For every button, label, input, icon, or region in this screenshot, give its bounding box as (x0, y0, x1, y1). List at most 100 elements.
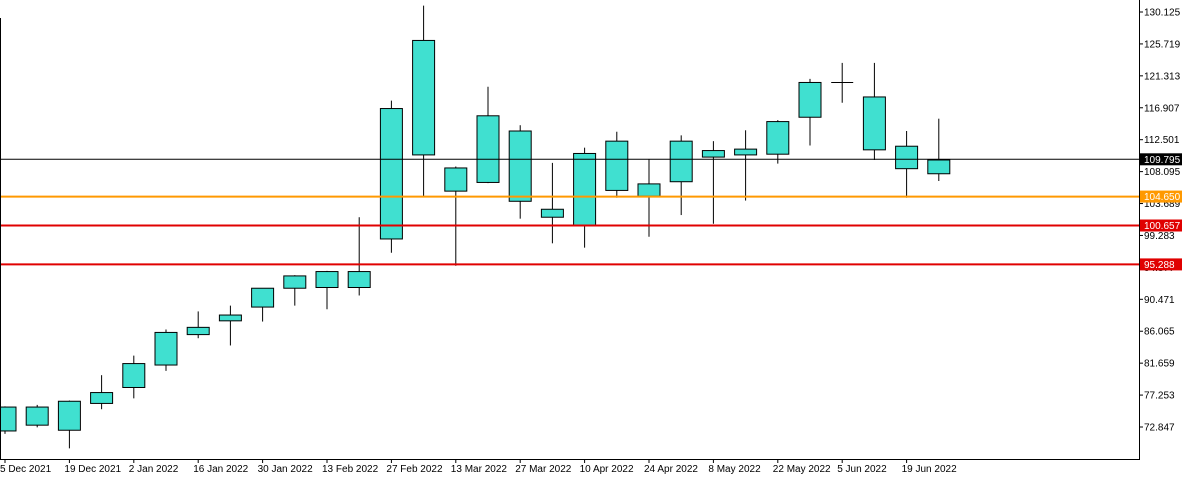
x-axis-ticks: 5 Dec 2021 19 Dec 2021 2 Jan 2022 16 Jan 20… (0, 459, 957, 475)
candle (315, 270, 339, 310)
candle (283, 275, 307, 306)
candle (218, 305, 242, 346)
axes-layer (0, 0, 1140, 460)
price-tag: 100.657 (1140, 219, 1182, 232)
candle-body (25, 406, 49, 426)
candle (895, 131, 919, 198)
price-tag-bg (1140, 190, 1182, 203)
candle-body (701, 150, 725, 158)
candle (444, 166, 468, 266)
price-tag-label: 100.657 (1144, 221, 1181, 232)
candle-body (154, 331, 178, 366)
x-tick-label: 13 Feb 2022 (322, 464, 379, 475)
candle-body (412, 39, 436, 156)
candle-body (927, 159, 951, 175)
candle-body (798, 81, 822, 118)
candle (57, 400, 81, 449)
y-tick-label: 108.095 (1144, 167, 1181, 178)
candle-body (57, 400, 81, 431)
candle-body (734, 148, 758, 156)
candle (508, 125, 532, 219)
price-tag-bg (1140, 219, 1182, 232)
candle (347, 217, 371, 296)
candle-body (347, 271, 371, 289)
price-tag: 104.650 (1140, 190, 1182, 203)
candle-body (669, 140, 693, 183)
candle (1, 406, 17, 434)
price-tag: 109.795 (1140, 153, 1182, 166)
y-tick-label: 72.847 (1144, 423, 1175, 434)
x-tick-label: 8 May 2022 (708, 464, 761, 475)
x-tick-label: 5 Dec 2021 (0, 464, 52, 475)
y-tick-label: 130.125 (1144, 8, 1181, 19)
candle (573, 147, 597, 248)
y-tick-label: 99.283 (1144, 231, 1175, 242)
x-tick-label: 16 Jan 2022 (193, 464, 248, 475)
candle-body (379, 108, 403, 240)
candle-body (1, 406, 17, 432)
candle (412, 5, 436, 197)
x-tick-label: 22 May 2022 (773, 464, 831, 475)
candle-body (315, 271, 339, 289)
candle-body (637, 183, 661, 197)
y-tick-label: 112.501 (1144, 135, 1180, 146)
candle-body (476, 115, 500, 183)
y-axis-ticks: 130.125 125.719 121.313 116.907 112.501 108.0… (1139, 8, 1181, 434)
x-tick-label: 30 Jan 2022 (258, 464, 313, 475)
x-tick-label: 19 Dec 2021 (64, 464, 121, 475)
price-tag-label: 95.288 (1144, 260, 1175, 271)
price-tag-label: 104.650 (1144, 192, 1181, 203)
price-tag-bg (1140, 258, 1182, 271)
x-tick-label: 24 Apr 2022 (644, 464, 698, 475)
y-tick-label: 77.253 (1144, 391, 1175, 402)
candle (186, 311, 210, 339)
candle-body (573, 152, 597, 226)
candle (927, 118, 951, 181)
candle-body (540, 208, 564, 218)
candle (701, 141, 725, 224)
x-tick-label: 13 Mar 2022 (451, 464, 508, 475)
candle (379, 100, 403, 253)
candle (862, 62, 886, 160)
candle-body (122, 363, 146, 388)
candle (637, 159, 661, 237)
candle (540, 162, 564, 244)
x-tick-label: 27 Mar 2022 (515, 464, 572, 475)
price-tag: 95.288 (1140, 258, 1182, 271)
candle-body (186, 326, 210, 336)
horizontal-lines-layer (1, 158, 1139, 266)
candle-body (444, 167, 468, 192)
y-tick-label: 81.659 (1144, 359, 1175, 370)
x-tick-label: 10 Apr 2022 (580, 464, 634, 475)
candle (154, 329, 178, 371)
y-tick-label: 86.065 (1144, 327, 1175, 338)
candle (605, 131, 629, 198)
y-tick-label: 90.471 (1144, 295, 1175, 306)
candle-body (766, 121, 790, 155)
candle (734, 130, 758, 201)
candle (251, 287, 275, 322)
candle-body (862, 96, 886, 151)
candle-body (251, 287, 275, 308)
candle-body (90, 392, 114, 404)
x-tick-label: 27 Feb 2022 (386, 464, 443, 475)
price-tag-bg (1140, 153, 1182, 166)
candle (798, 78, 822, 146)
x-tick-label: 5 Jun 2022 (837, 464, 887, 475)
candles-layer (1, 5, 951, 449)
candle-body (895, 145, 919, 170)
price-tag-label: 109.795 (1144, 155, 1181, 166)
x-tick-label: 19 Jun 2022 (902, 464, 957, 475)
y-tick-label: 125.719 (1144, 39, 1181, 50)
y-tick-label: 121.313 (1144, 71, 1181, 82)
x-tick-label: 2 Jan 2022 (129, 464, 179, 475)
candle-body (283, 275, 307, 289)
candle (669, 135, 693, 216)
y-tick-label: 103.689 (1144, 199, 1181, 210)
candle (476, 86, 500, 184)
candle (90, 375, 114, 410)
y-tick-label: 116.907 (1144, 103, 1180, 114)
candle-body (508, 130, 532, 202)
